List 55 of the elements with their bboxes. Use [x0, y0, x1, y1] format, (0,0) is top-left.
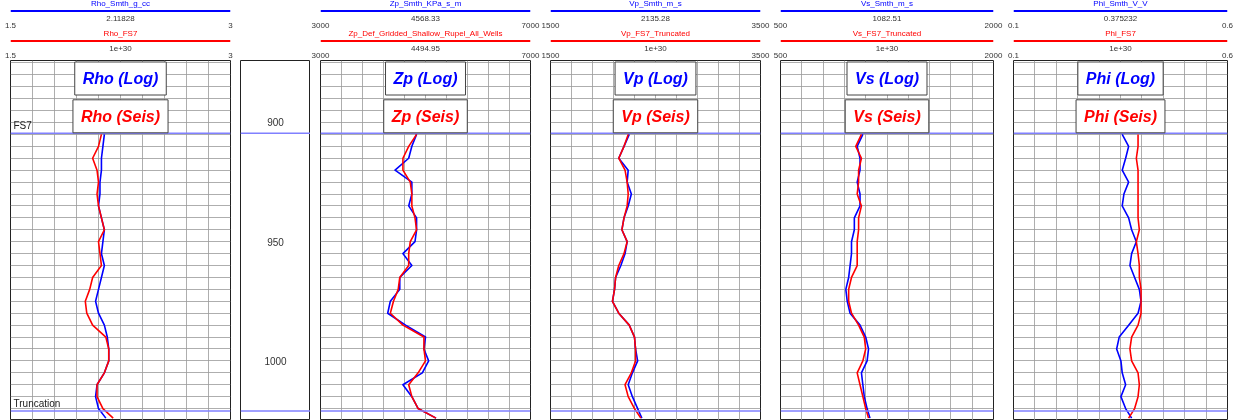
- text: 2.11828: [106, 13, 136, 23]
- text: Phi_FS7: [1105, 29, 1137, 39]
- annotation: Vs (Log): [855, 70, 919, 87]
- x2-tick-label: 3000: [311, 20, 330, 30]
- annotation: Vs (Seis): [853, 107, 921, 125]
- x2-tick-label: 500: [773, 20, 788, 30]
- x2-tick-label: 1500: [541, 20, 560, 30]
- text: Vp_Smth_m_s: [629, 0, 682, 9]
- annotation: Zp (Log): [392, 70, 458, 87]
- annotation: Vp (Seis): [621, 107, 690, 125]
- x-tick-label: 3500: [751, 50, 770, 60]
- x2-tick-label: 2000: [984, 20, 1003, 30]
- text: Vs_FS7_Truncated: [852, 29, 922, 39]
- text: 2135.28: [641, 13, 671, 23]
- x-tick-label: 3000: [311, 50, 330, 60]
- text: Zp_Def_Gridded_Shallow_Rupel_All_Wells: [348, 29, 503, 39]
- x2-tick-label: 3: [228, 20, 234, 30]
- ref-line-label: FS7: [13, 120, 33, 132]
- x-tick-label: 7000: [521, 50, 540, 60]
- x-tick-label: 500: [773, 50, 788, 60]
- text: 1e+30: [109, 43, 133, 53]
- text: Phi_Smth_V_V: [1093, 0, 1149, 9]
- text: Vs_Smth_m_s: [860, 0, 914, 9]
- x2-tick-label: 7000: [521, 20, 540, 30]
- annotation: Vp (Log): [623, 70, 688, 87]
- x-tick-label: 1500: [541, 50, 560, 60]
- text: 4494.95: [411, 43, 441, 53]
- x-tick-label: 3: [228, 50, 234, 60]
- text: Rho_Smth_g_cc: [90, 0, 151, 9]
- text: 1e+30: [644, 43, 668, 53]
- text: Zp_Smth_KPa_s_m: [389, 0, 462, 9]
- ref-line-label: Truncation: [13, 397, 61, 409]
- text: 1e+30: [875, 43, 899, 53]
- text: Vp_FS7_Truncated: [620, 29, 691, 39]
- annotation: Rho (Seis): [80, 107, 161, 125]
- y-tick-label: 950: [267, 236, 285, 248]
- text: 4568.33: [411, 13, 441, 23]
- y-tick-label: 1000: [264, 355, 288, 367]
- x2-tick-label: 1.5: [4, 20, 17, 30]
- x2-tick-label: 0.6: [1221, 20, 1234, 30]
- x-tick-label: 2000: [984, 50, 1003, 60]
- text: 0.375232: [1103, 13, 1138, 23]
- text: 1e+30: [1109, 43, 1133, 53]
- annotation: Phi (Log): [1085, 70, 1156, 87]
- x2-tick-label: 3500: [751, 20, 770, 30]
- x-tick-label: 1.5: [4, 50, 17, 60]
- text: 1082.51: [872, 13, 903, 23]
- x-tick-label: 0.1: [1007, 50, 1020, 60]
- annotation: Zp (Seis): [390, 107, 460, 125]
- text: Rho_FS7: [103, 29, 138, 39]
- annotation: Phi (Seis): [1084, 107, 1157, 125]
- x-tick-label: 0.6: [1221, 50, 1234, 60]
- annotation: Rho (Log): [82, 70, 159, 87]
- y-tick-label: 900: [267, 117, 285, 129]
- x2-tick-label: 0.1: [1007, 20, 1020, 30]
